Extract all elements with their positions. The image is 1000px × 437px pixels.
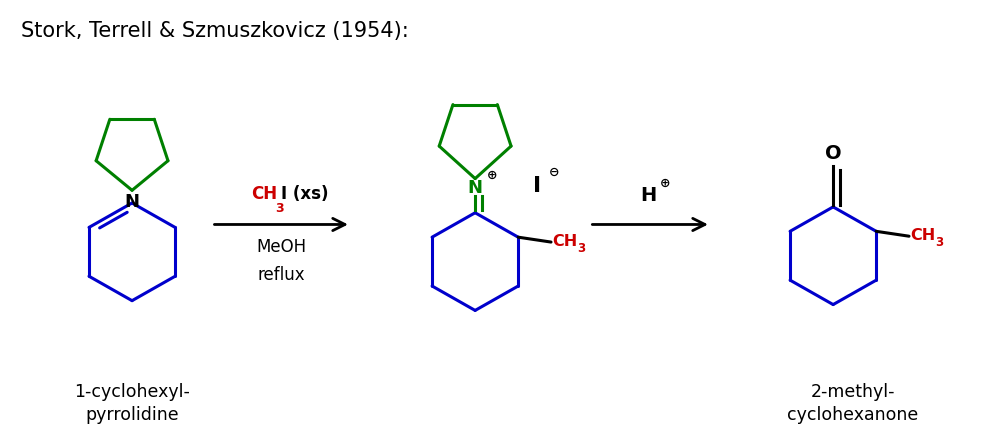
Text: ⊕: ⊕: [487, 169, 497, 182]
Text: CH: CH: [910, 228, 935, 243]
Text: MeOH: MeOH: [256, 238, 306, 256]
Text: 3: 3: [935, 236, 943, 249]
Text: O: O: [825, 144, 841, 163]
Text: N: N: [468, 179, 483, 198]
Text: Stork, Terrell & Szmuszkovicz (1954):: Stork, Terrell & Szmuszkovicz (1954):: [21, 21, 408, 42]
Text: 1-cyclohexyl-
pyrrolidine: 1-cyclohexyl- pyrrolidine: [74, 383, 190, 424]
Text: I: I: [533, 177, 541, 196]
Text: ⊖: ⊖: [548, 166, 559, 179]
Text: CH: CH: [552, 234, 577, 249]
Text: I (xs): I (xs): [281, 185, 328, 203]
Text: reflux: reflux: [257, 267, 305, 284]
Text: ⊕: ⊕: [660, 177, 671, 190]
Text: 2-methyl-
cyclohexanone: 2-methyl- cyclohexanone: [787, 383, 919, 424]
Text: 3: 3: [275, 202, 283, 215]
Text: CH: CH: [251, 185, 278, 203]
Text: N: N: [125, 193, 140, 211]
Text: 3: 3: [577, 242, 585, 255]
Text: H: H: [640, 186, 656, 205]
